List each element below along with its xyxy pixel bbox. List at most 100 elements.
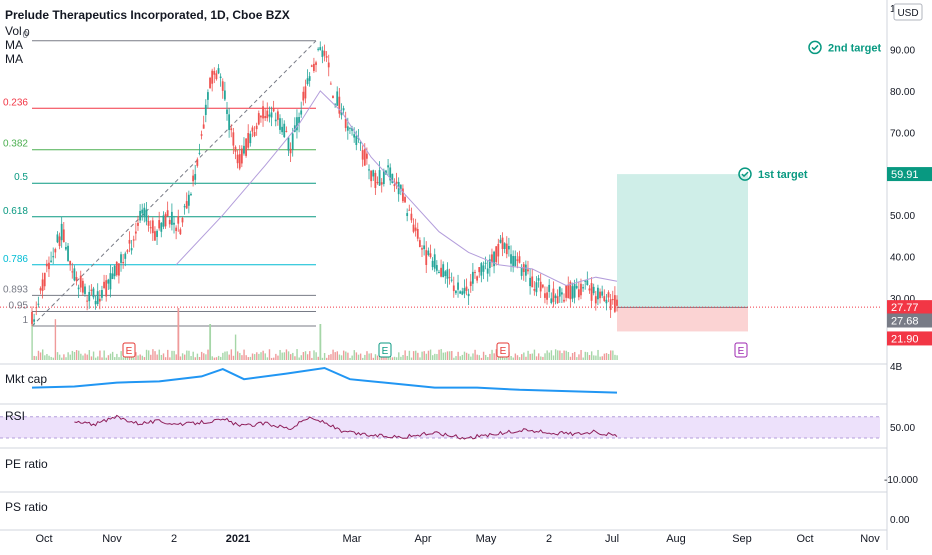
candle xyxy=(402,188,404,202)
candle xyxy=(247,133,250,148)
volume-bar xyxy=(537,353,540,360)
volume-bar xyxy=(463,351,466,360)
candle xyxy=(192,175,194,182)
candle xyxy=(552,288,555,302)
candle xyxy=(597,287,599,300)
candle xyxy=(39,288,42,291)
candle xyxy=(416,228,419,239)
volume-bar xyxy=(550,350,553,360)
currency-button[interactable] xyxy=(893,3,923,21)
candle xyxy=(181,217,184,223)
volume-bar xyxy=(97,356,99,360)
candle xyxy=(266,110,269,119)
candle xyxy=(459,291,462,294)
candle xyxy=(359,142,362,144)
volume-bar xyxy=(44,355,46,360)
volume-bar xyxy=(82,355,84,360)
volume-bar xyxy=(230,349,233,360)
candle xyxy=(166,210,169,217)
price-label-box xyxy=(887,313,932,328)
volume-bar xyxy=(438,349,440,360)
price-label-2: 27.68 xyxy=(891,316,919,328)
volume-bar xyxy=(512,357,514,360)
candle xyxy=(537,278,540,281)
price-label-1: 27.77 xyxy=(891,302,919,314)
volume-bar xyxy=(54,319,57,360)
volume-bar xyxy=(65,357,67,360)
volume-bar xyxy=(122,357,124,360)
candle xyxy=(344,118,347,128)
volume-bar xyxy=(457,351,459,360)
candle xyxy=(132,239,135,241)
volume-bar xyxy=(489,353,491,360)
candle xyxy=(535,282,538,293)
fib-label-7: 0.95 xyxy=(9,301,29,312)
candle xyxy=(118,263,120,276)
time-axis-label: 2 xyxy=(171,533,177,545)
candle xyxy=(580,283,582,296)
earnings-marker[interactable] xyxy=(734,342,748,358)
volume-bar xyxy=(516,355,519,360)
candle xyxy=(374,172,377,188)
candle xyxy=(50,260,52,262)
volume-bar xyxy=(351,355,353,360)
volume-bar xyxy=(222,352,224,360)
candle xyxy=(438,271,440,273)
volume-spike xyxy=(177,308,180,360)
candle xyxy=(56,234,59,243)
time-axis-label: Sep xyxy=(732,533,752,545)
candle xyxy=(58,236,61,247)
volume-bar xyxy=(614,354,616,360)
earnings-marker[interactable] xyxy=(122,342,136,358)
candle xyxy=(79,275,82,288)
earnings-marker[interactable] xyxy=(378,342,392,358)
volume-bar xyxy=(586,352,589,360)
candle xyxy=(262,106,264,119)
fib-label-6: 0.893 xyxy=(3,284,28,295)
candle xyxy=(185,201,188,209)
volume-bar xyxy=(101,357,103,360)
candle xyxy=(120,254,122,263)
volume-bar xyxy=(220,356,222,360)
currency-button-label[interactable]: USD xyxy=(897,8,918,19)
candle xyxy=(52,256,55,258)
volume-bar xyxy=(340,355,343,360)
volume-bar xyxy=(61,357,63,360)
candle xyxy=(98,298,101,302)
rsi-band xyxy=(0,416,880,438)
candle xyxy=(122,261,125,264)
volume-bar xyxy=(595,355,597,360)
volume-bar xyxy=(332,349,334,360)
price-tick-label: 30.00 xyxy=(890,294,915,305)
rsi-line xyxy=(74,414,618,440)
candle xyxy=(433,254,436,269)
rsi-tick-label: 50.00 xyxy=(890,423,915,434)
volume-bar xyxy=(554,349,557,360)
candle xyxy=(605,299,608,304)
volume-bar xyxy=(366,351,368,360)
candle xyxy=(194,174,197,180)
candle xyxy=(279,118,281,130)
candle xyxy=(361,150,364,160)
candle xyxy=(567,285,570,299)
volume-bar xyxy=(616,355,618,360)
volume-bar xyxy=(213,357,216,360)
price-label-3: 21.90 xyxy=(891,333,919,345)
candle xyxy=(461,291,464,295)
volume-bar xyxy=(527,350,529,360)
candle xyxy=(616,299,618,306)
earnings-marker[interactable] xyxy=(496,342,510,358)
candle xyxy=(168,219,171,225)
candle xyxy=(96,291,99,305)
volume-bar xyxy=(304,351,307,360)
volume-bar xyxy=(46,353,48,360)
volume-bar xyxy=(412,351,415,360)
volume-bar xyxy=(266,357,269,360)
volume-bar xyxy=(50,356,52,360)
target-check-icon xyxy=(808,40,822,55)
volume-bar xyxy=(103,350,105,360)
candle xyxy=(457,282,459,290)
time-axis-label: Jul xyxy=(605,533,619,545)
candle xyxy=(446,269,449,279)
